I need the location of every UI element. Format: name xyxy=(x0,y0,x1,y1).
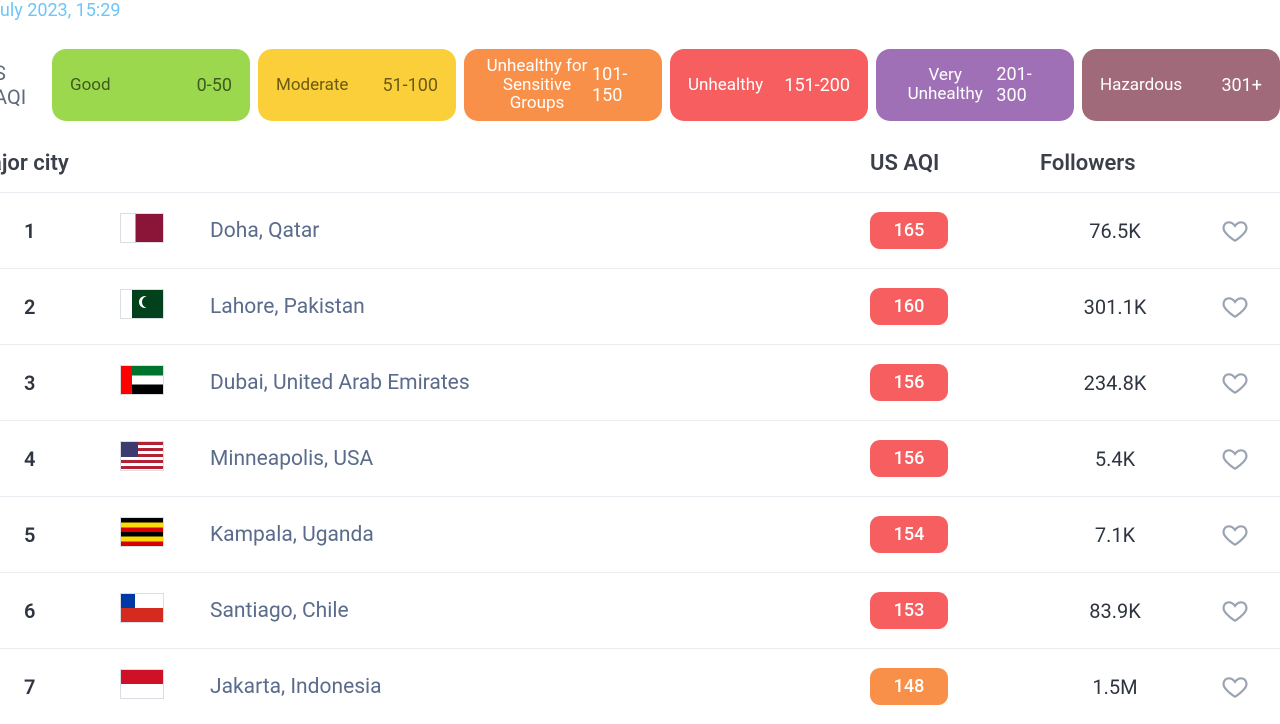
table-header: ajor city US AQI Followers xyxy=(0,143,1280,192)
country-flag-icon xyxy=(120,441,164,471)
legend-chip-name: Moderate xyxy=(276,76,348,95)
country-flag-icon xyxy=(120,365,164,395)
followers-count: 301.1K xyxy=(1040,295,1190,319)
table-row: 3 Dubai, United Arab Emirates 156 234.8K xyxy=(0,344,1280,420)
heart-icon xyxy=(1222,446,1248,472)
column-header-followers[interactable]: Followers xyxy=(1040,151,1190,176)
city-link[interactable]: Dubai, United Arab Emirates xyxy=(210,371,470,395)
table-row: 1 Doha, Qatar 165 76.5K xyxy=(0,192,1280,268)
aqi-legend: S AQI Good 0-50 Moderate 51-100 Unhealthy fo… xyxy=(0,49,1280,121)
favorite-button[interactable] xyxy=(1190,598,1280,624)
heart-icon xyxy=(1222,598,1248,624)
followers-count: 234.8K xyxy=(1040,371,1190,395)
legend-chip-name: Unhealthy xyxy=(688,76,763,95)
city-link[interactable]: Santiago, Chile xyxy=(210,599,349,623)
legend-chip-3: Unhealthy 151-200 xyxy=(670,49,868,121)
followers-count: 7.1K xyxy=(1040,523,1190,547)
country-flag-icon xyxy=(120,517,164,547)
city-link[interactable]: Lahore, Pakistan xyxy=(210,295,365,319)
legend-chip-0: Good 0-50 xyxy=(52,49,250,121)
rank-number: 1 xyxy=(0,219,120,243)
legend-chip-name: Hazardous xyxy=(1100,76,1182,95)
timestamp: July 2023, 15:29 xyxy=(0,0,1280,31)
heart-icon xyxy=(1222,294,1248,320)
legend-chip-4: Very Unhealthy201-300 xyxy=(876,49,1074,121)
heart-icon xyxy=(1222,674,1248,700)
column-header-city[interactable]: ajor city xyxy=(0,151,870,176)
aqi-badge: 156 xyxy=(870,440,948,477)
favorite-button[interactable] xyxy=(1190,370,1280,396)
country-flag-icon xyxy=(120,213,164,243)
table-row: 5 Kampala, Uganda 154 7.1K xyxy=(0,496,1280,572)
favorite-button[interactable] xyxy=(1190,294,1280,320)
rank-number: 5 xyxy=(0,523,120,547)
aqi-badge: 154 xyxy=(870,516,948,553)
rank-number: 4 xyxy=(0,447,120,471)
aqi-badge: 160 xyxy=(870,288,948,325)
legend-axis-label: S AQI xyxy=(0,61,30,109)
rank-number: 7 xyxy=(0,675,120,699)
aqi-badge: 156 xyxy=(870,364,948,401)
table-row: 2 Lahore, Pakistan 160 301.1K xyxy=(0,268,1280,344)
legend-chip-range: 201-300 xyxy=(996,64,1056,106)
city-ranking-table: 1 Doha, Qatar 165 76.5K 2 Lahore, Pakistan 160… xyxy=(0,192,1280,724)
table-row: 6 Santiago, Chile 153 83.9K xyxy=(0,572,1280,648)
country-flag-icon xyxy=(120,669,164,699)
heart-icon xyxy=(1222,370,1248,396)
table-row: 7 Jakarta, Indonesia 148 1.5M xyxy=(0,648,1280,724)
column-header-aqi[interactable]: US AQI xyxy=(870,151,1040,176)
rank-number: 2 xyxy=(0,295,120,319)
legend-chip-range: 51-100 xyxy=(382,75,438,96)
aqi-badge: 148 xyxy=(870,668,948,705)
followers-count: 1.5M xyxy=(1040,675,1190,699)
legend-chip-1: Moderate 51-100 xyxy=(258,49,456,121)
favorite-button[interactable] xyxy=(1190,674,1280,700)
followers-count: 83.9K xyxy=(1040,599,1190,623)
city-link[interactable]: Jakarta, Indonesia xyxy=(210,675,382,699)
aqi-badge: 153 xyxy=(870,592,948,629)
legend-chip-range: 301+ xyxy=(1221,75,1262,96)
legend-chip-name: Very Unhealthy xyxy=(894,66,996,103)
favorite-button[interactable] xyxy=(1190,218,1280,244)
legend-chip-range: 0-50 xyxy=(197,75,232,96)
favorite-button[interactable] xyxy=(1190,446,1280,472)
legend-chip-name: Good xyxy=(70,76,111,95)
legend-chip-range: 151-200 xyxy=(784,75,850,96)
city-link[interactable]: Kampala, Uganda xyxy=(210,523,374,547)
favorite-button[interactable] xyxy=(1190,522,1280,548)
city-link[interactable]: Minneapolis, USA xyxy=(210,447,373,471)
country-flag-icon xyxy=(120,289,164,319)
legend-chip-name: Unhealthy for Sensitive Groups xyxy=(482,57,592,113)
heart-icon xyxy=(1222,218,1248,244)
country-flag-icon xyxy=(120,593,164,623)
followers-count: 76.5K xyxy=(1040,219,1190,243)
heart-icon xyxy=(1222,522,1248,548)
followers-count: 5.4K xyxy=(1040,447,1190,471)
rank-number: 3 xyxy=(0,371,120,395)
city-link[interactable]: Doha, Qatar xyxy=(210,219,319,243)
table-row: 4 Minneapolis, USA 156 5.4K xyxy=(0,420,1280,496)
aqi-badge: 165 xyxy=(870,212,948,249)
legend-chip-range: 101-150 xyxy=(592,64,644,106)
legend-chip-2: Unhealthy for Sensitive Groups101-150 xyxy=(464,49,662,121)
rank-number: 6 xyxy=(0,599,120,623)
legend-chip-5: Hazardous 301+ xyxy=(1082,49,1280,121)
